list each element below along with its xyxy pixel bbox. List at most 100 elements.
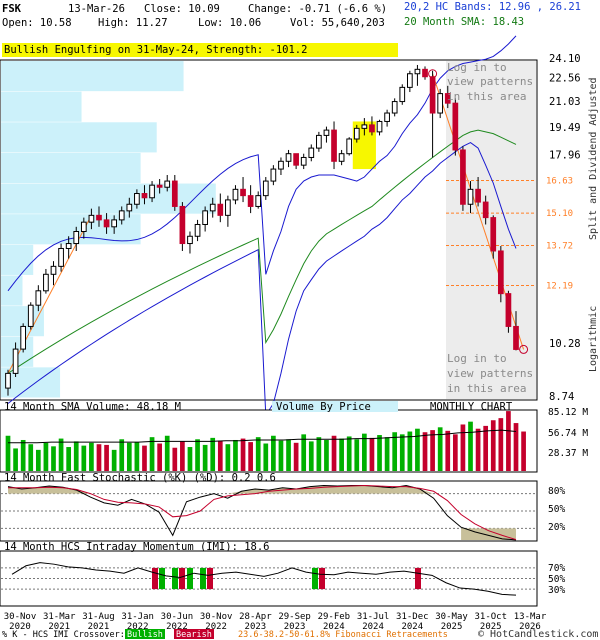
login-text-2-line-3[interactable]: in this area xyxy=(447,382,526,395)
candle-down xyxy=(171,180,178,207)
site-credit[interactable]: © HotCandlestick.com xyxy=(478,629,598,640)
date-tick-year: 2025 xyxy=(441,622,463,632)
date-tick: 28-Apr xyxy=(239,612,272,622)
volume-bar xyxy=(339,438,344,471)
volume-bar xyxy=(81,445,87,471)
candle-down xyxy=(475,188,481,203)
candle-down xyxy=(369,124,375,133)
candle-up xyxy=(346,138,353,155)
volume-bar xyxy=(475,428,481,471)
login-text-1-line-2[interactable]: view patterns xyxy=(447,75,533,88)
date-tick-year: 2024 xyxy=(323,622,345,632)
candle-up xyxy=(35,290,42,306)
fib-label: 13.72 xyxy=(546,242,573,252)
volume-bar xyxy=(399,434,405,471)
imi-tick-70: 70% xyxy=(548,563,565,574)
date-tick-year: 2023 xyxy=(284,622,306,632)
volume-bar xyxy=(316,437,322,471)
open-value: Open: 10.58 xyxy=(2,17,72,29)
date-tick: 30-Jun xyxy=(161,612,194,622)
candle-up xyxy=(384,112,390,122)
imi-tick-30: 30% xyxy=(548,585,565,596)
candle-down xyxy=(156,184,163,188)
imi-lines xyxy=(1,562,536,596)
bullish-crossover xyxy=(187,567,193,590)
volume-bar xyxy=(490,420,496,471)
fib-label: 16.63 xyxy=(546,176,573,186)
candle-up xyxy=(12,348,19,374)
imi-title: 14 Month HCS Intraday Momentum (IMI): 18… xyxy=(4,541,270,553)
candle-down xyxy=(331,129,337,162)
volume-bar xyxy=(331,435,337,471)
login-text-1-line-1[interactable]: Log in to xyxy=(447,61,507,74)
volume-bar xyxy=(422,432,428,471)
stochastic-k-line xyxy=(7,484,517,541)
date-tick-year: 2021 xyxy=(48,622,70,632)
vbp-band xyxy=(1,122,157,153)
candle-up xyxy=(65,243,72,249)
volume-bar xyxy=(225,444,231,471)
candle-down xyxy=(179,205,186,245)
sma-label: 20 Month SMA: 18.43 xyxy=(404,16,525,28)
sto-tick-80: 80% xyxy=(548,486,565,497)
vbp-band xyxy=(1,214,141,245)
date-tick-year: 2024 xyxy=(401,622,423,632)
date-tick-year: 2023 xyxy=(245,622,267,632)
candle-up xyxy=(338,153,345,162)
bullish-swatch xyxy=(125,629,165,639)
volume-bar xyxy=(308,441,314,471)
price-tick: 22.56 xyxy=(549,72,581,84)
volume-bar xyxy=(293,442,299,471)
vbp-band xyxy=(1,244,34,275)
volume-bar xyxy=(28,444,34,471)
candle-down xyxy=(217,203,224,216)
candle-up xyxy=(202,210,208,225)
volume-bar xyxy=(384,437,390,471)
volume-bar xyxy=(248,442,253,471)
login-text-2-line-2[interactable]: view patterns xyxy=(447,367,533,380)
volume-bar xyxy=(58,438,64,471)
price-tick: 17.96 xyxy=(549,149,581,161)
bullish-crossover xyxy=(159,567,165,590)
stochastic-lines xyxy=(1,484,536,541)
vbp-band xyxy=(1,152,141,184)
login-text-2-line-1[interactable]: Log in to xyxy=(447,352,507,365)
volume-bar xyxy=(271,435,276,471)
volume-bar xyxy=(437,427,443,471)
bollinger-lower-line xyxy=(7,142,517,417)
candle-up xyxy=(270,168,277,182)
volume-bar xyxy=(415,428,420,471)
candle-down xyxy=(141,193,148,199)
bearish-crossover xyxy=(415,567,421,590)
date-tick: 29-Sep xyxy=(278,612,311,622)
sto-tick-20: 20% xyxy=(548,522,565,533)
date-tick: 31-Jul xyxy=(357,612,390,622)
quote-header: FSK 13-Mar-26 Close: 10.09 Change: -0.71… xyxy=(0,0,600,32)
fib-label: 15.10 xyxy=(546,209,573,219)
date-tick-year: 2022 xyxy=(166,622,188,632)
volume-bar xyxy=(233,439,238,471)
candle-up xyxy=(187,235,193,245)
date-tick: 30-Nov xyxy=(200,612,233,622)
volume-bar xyxy=(468,421,473,471)
low-value: Low: 10.06 xyxy=(198,17,262,29)
price-axis: 24.10 22.56 21.03 19.49 17.96 10.28 8.74 xyxy=(549,53,581,403)
bullish-label: Bullish xyxy=(127,630,163,640)
candle-up xyxy=(73,231,80,245)
candle-up xyxy=(58,247,64,267)
candle-down xyxy=(460,149,466,205)
volume-bar xyxy=(13,448,18,471)
sto-tick-50: 50% xyxy=(548,504,565,515)
date-tick: 31-Aug xyxy=(82,612,115,622)
candle-up xyxy=(262,180,269,197)
volume-bars xyxy=(5,411,526,471)
date-tick-year: 2020 xyxy=(9,622,31,632)
vbp-band xyxy=(1,61,184,92)
price-tick: 21.03 xyxy=(549,96,581,108)
bearish-crossover xyxy=(152,567,158,590)
login-text-1-line-3[interactable]: in this area xyxy=(447,90,526,103)
candle-up xyxy=(50,265,57,275)
bearish-label: Bearish xyxy=(176,630,212,640)
imi-tick-50: 50% xyxy=(548,574,565,585)
